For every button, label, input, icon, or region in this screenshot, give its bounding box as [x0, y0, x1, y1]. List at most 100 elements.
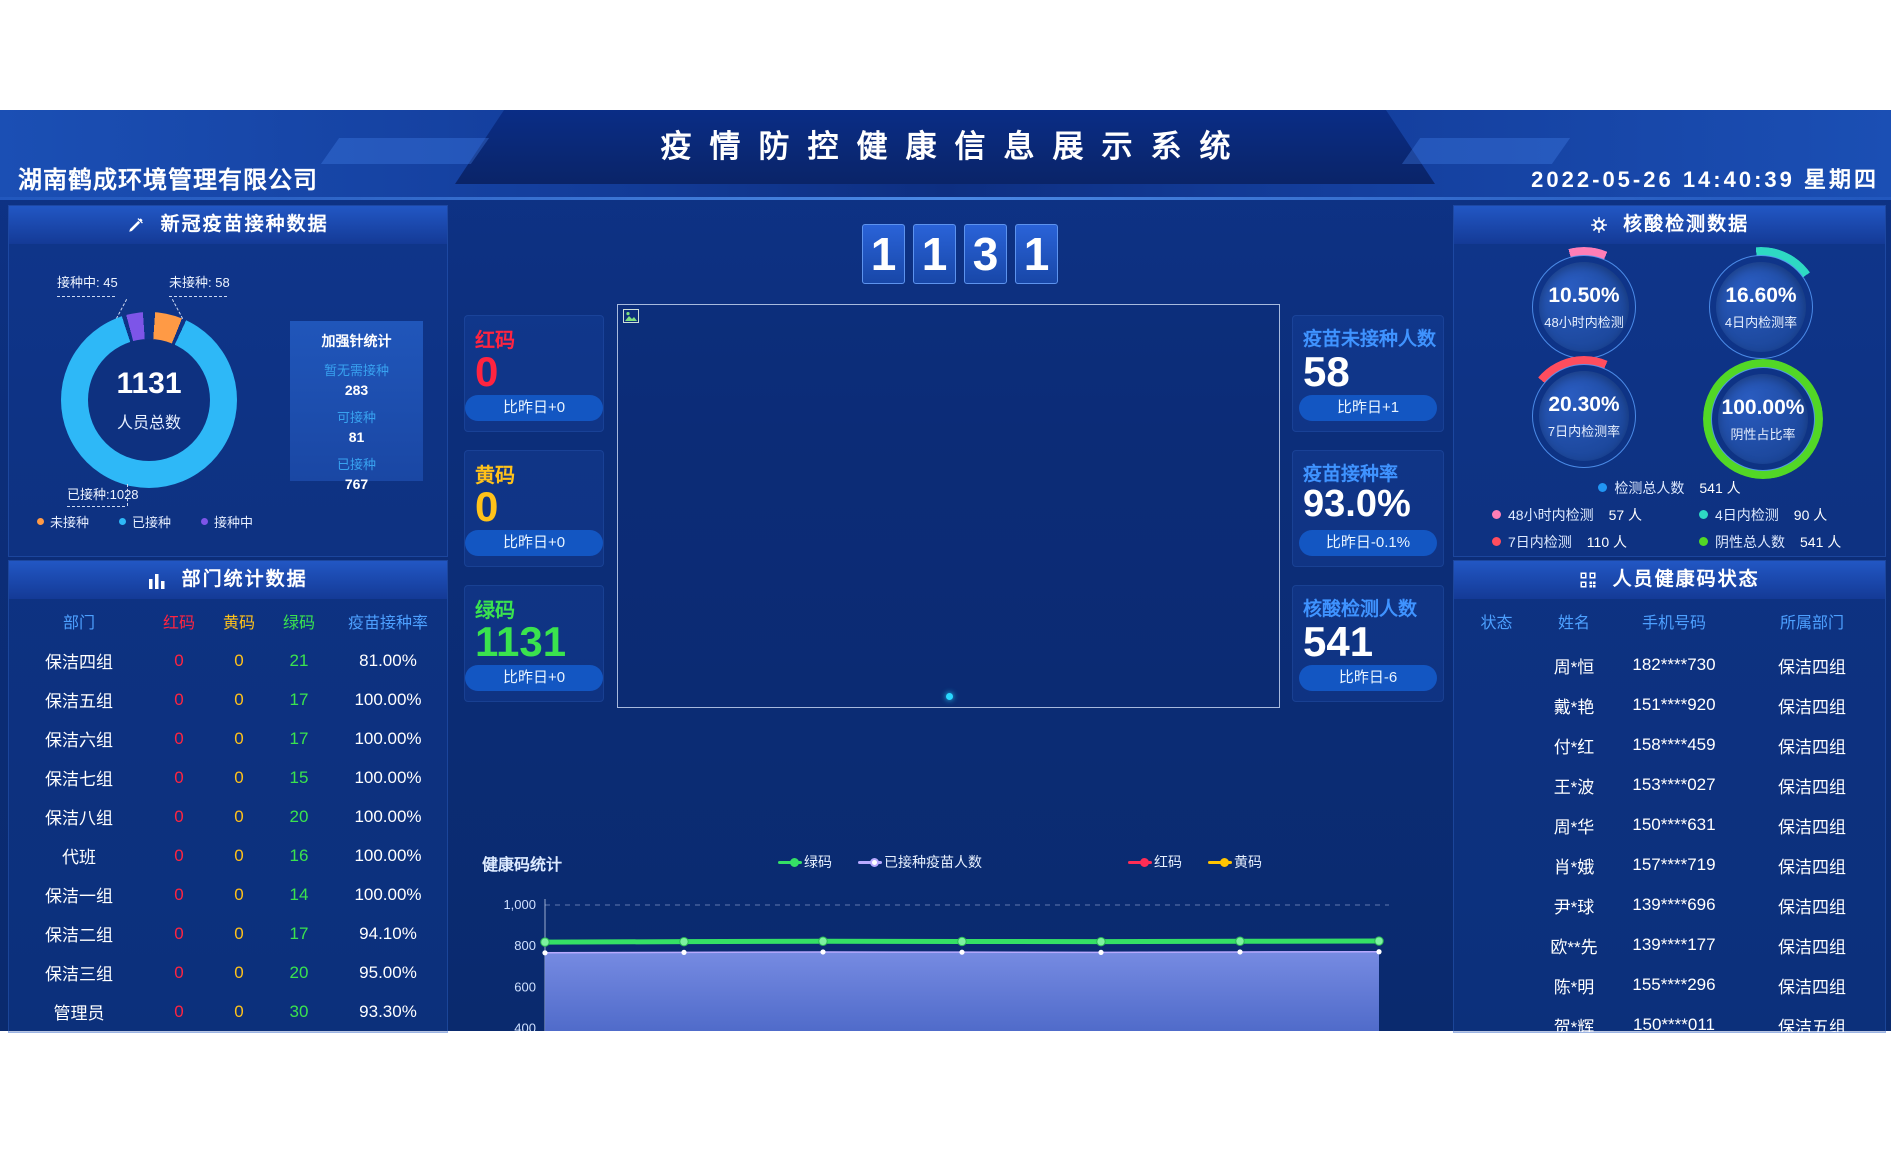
legend-dot-icon — [1699, 537, 1708, 546]
bar-chart-icon — [148, 565, 166, 603]
nucleic-legend: 检测总人数 541 人 48小时内检测 57 人 4日内检测 90 人 7日内检测 110 人… — [1454, 474, 1885, 555]
chart-legend-item[interactable]: 黄码 — [1208, 852, 1262, 872]
dept-cell: 保洁四组 — [1778, 657, 1846, 677]
legend-value: 57 人 — [1608, 506, 1643, 523]
name-cell: 周*华 — [1553, 817, 1595, 837]
phone-cell: 150****011 — [1633, 1015, 1715, 1033]
legend-value: 110 人 — [1586, 533, 1628, 550]
dept-cell: 0 — [234, 767, 244, 787]
dept-cell: 30 — [289, 1001, 309, 1021]
dept-cell: 0 — [174, 689, 184, 709]
nucleic-panel-title: 核酸检测数据 — [1454, 206, 1885, 244]
donut-legend-item[interactable]: 未接种 — [37, 512, 89, 531]
dept-cell: 保洁五组 — [45, 692, 113, 711]
phone-cell: 157****719 — [1632, 855, 1716, 874]
datetime-display: 2022-05-26 14:40:39 星期四 — [1531, 167, 1879, 192]
gauge-ring — [1709, 255, 1813, 359]
booster-stats-box: 加强针统计 暂无需接种 283 可接种 81 已接种 767 — [290, 321, 423, 492]
dept-cell: 100.00% — [354, 884, 422, 904]
legend-label: 48小时内检测 — [1508, 506, 1594, 523]
table-row: 保洁八组 0 0 20 100.00% — [9, 797, 447, 836]
table-row: 保洁二组 0 0 17 94.10% — [9, 914, 447, 953]
gauge-ring — [1711, 367, 1815, 471]
donut-callout-vaccinated: 已接种:1028 — [67, 487, 139, 502]
table-row: 陈*明 155****296 保洁四组 — [1454, 965, 1885, 1005]
page-title: 疫情防控健康信息展示系统 — [660, 129, 1249, 164]
table-row: 周*恒 182****730 保洁四组 — [1454, 645, 1885, 685]
map-placeholder-icon — [623, 309, 639, 328]
name-cell: 戴*艳 — [1553, 697, 1595, 717]
nucleic-test-panel: 核酸检测数据 10.50% 48小时内检测 16.60% 4日内检测率 20.3… — [1453, 205, 1886, 557]
dept-cell: 0 — [174, 728, 184, 748]
table-row: 保洁四组 0 0 21 81.00% — [9, 641, 447, 680]
gauge-value: 100.00% — [1721, 395, 1805, 419]
table-row: 代班 0 0 16 100.00% — [9, 836, 447, 875]
legend-dot-icon — [1492, 537, 1501, 546]
legend-label: 阴性总人数 — [1715, 533, 1785, 550]
dept-cell: 保洁四组 — [1778, 857, 1846, 877]
health-panel-title-text: 人员健康码状态 — [1612, 569, 1760, 590]
chart-legend-item[interactable]: 绿码 — [778, 852, 832, 872]
gauge-negative: 100.00% 阴性占比率 — [1703, 359, 1823, 479]
legend-label: 未接种 — [50, 515, 90, 530]
dept-cell: 100.00% — [354, 767, 422, 787]
booster-items: 暂无需接种 283 可接种 81 已接种 767 — [290, 360, 423, 492]
legend-row: 48小时内检测 57 人 4日内检测 90 人 — [1454, 501, 1885, 528]
map-area[interactable] — [617, 304, 1280, 708]
dept-cell: 保洁六组 — [45, 731, 113, 750]
table-row: 欧**先 139****177 保洁四组 — [1454, 925, 1885, 965]
dept-cell: 100.00% — [354, 728, 422, 748]
chart-legend-item[interactable]: 已接种疫苗人数 — [858, 852, 982, 872]
phone-cell: 150****631 — [1632, 815, 1716, 834]
col-dept: 所属部门 — [1779, 615, 1844, 632]
gauge-label: 48小时内检测 — [1544, 314, 1624, 330]
dept-cell: 保洁三组 — [45, 965, 113, 984]
legend-dot-icon — [201, 518, 209, 525]
donut-legend-item[interactable]: 接种中 — [201, 512, 253, 531]
table-row: 付*红 158****459 保洁四组 — [1454, 725, 1885, 765]
map-location-dot — [946, 693, 953, 700]
nucleic-count-label: 核酸检测人数 — [1303, 599, 1418, 620]
chart-title: 健康码统计 — [482, 857, 563, 874]
col-red-code: 红码 — [162, 615, 195, 632]
dept-cell: 保洁七组 — [45, 770, 113, 789]
phone-cell: 155****296 — [1632, 975, 1716, 994]
unvaccinated-delta-badge: 比昨日+1 — [1299, 395, 1437, 421]
dept-cell: 20 — [289, 806, 309, 826]
nucleic-legend-item: 4日内检测 90 人 — [1699, 505, 1827, 525]
legend-dot-icon — [790, 857, 799, 867]
vaccine-panel-title-text: 新冠疫苗接种数据 — [160, 214, 329, 235]
vaccine-donut-chart[interactable]: 1131 人员总数 — [61, 312, 237, 488]
nucleic-count-card: 核酸检测人数 541 比昨日-6 — [1292, 585, 1444, 702]
donut-legend-item[interactable]: 已接种 — [119, 512, 171, 531]
dept-cell: 100.00% — [354, 689, 422, 709]
vaccine-panel: 新冠疫苗接种数据 接种中: 45 未接种: 58 1131 人员总数 已接种:1… — [8, 205, 448, 557]
col-vaccine-rate: 疫苗接种率 — [347, 615, 428, 632]
dept-cell: 0 — [234, 650, 244, 670]
dept-cell: 81.00% — [359, 650, 417, 670]
table-row: 管理员 0 0 30 93.30% — [9, 992, 447, 1031]
legend-dot-icon — [1699, 510, 1708, 519]
dept-cell: 0 — [174, 650, 184, 670]
counter-digit: 3 — [964, 224, 1007, 284]
gauge-48h: 10.50% 48小时内检测 — [1524, 247, 1644, 367]
name-cell: 肖*娥 — [1553, 857, 1595, 877]
qr-code-icon — [1579, 565, 1597, 603]
header-center-banner — [455, 110, 1435, 184]
yellow-code-delta-badge: 比昨日+0 — [465, 530, 603, 556]
legend-row: 7日内检测 110 人 阴性总人数 541 人 — [1454, 528, 1885, 555]
legend-value: 90 人 — [1793, 506, 1828, 523]
booster-item-label: 可接种 — [336, 410, 376, 425]
legend-label: 接种中 — [214, 515, 254, 530]
dept-cell: 0 — [234, 962, 244, 982]
chart-legend-item[interactable]: 红码 — [1128, 852, 1182, 872]
dept-cell: 17 — [289, 923, 309, 943]
vaccine-rate-card: 疫苗接种率 93.0% 比昨日-0.1% — [1292, 450, 1444, 567]
gear-icon — [1590, 210, 1608, 248]
total-counter: 1 1 3 1 — [862, 224, 1058, 284]
table-row: 肖*娥 157****719 保洁四组 — [1454, 845, 1885, 885]
legend-value: 541 人 — [1800, 533, 1842, 550]
counter-digit: 1 — [862, 224, 905, 284]
dept-cell: 94.10% — [359, 923, 417, 943]
